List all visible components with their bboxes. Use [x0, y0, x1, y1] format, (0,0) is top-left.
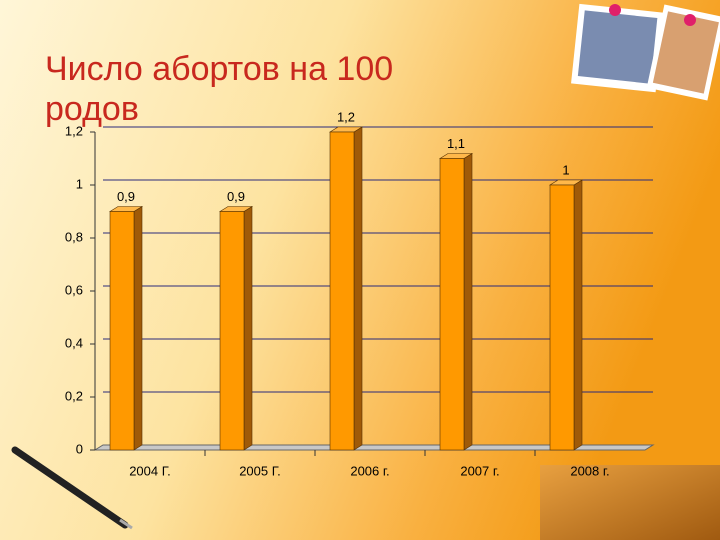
y-tick-label: 0,6 — [65, 282, 83, 297]
y-tick-label: 1,2 — [65, 123, 83, 138]
y-tick-label: 0,2 — [65, 388, 83, 403]
bar — [549, 184, 575, 451]
value-label: 1,1 — [447, 136, 465, 151]
x-tick-label: 2008 г. — [570, 463, 609, 478]
corner-decor — [540, 465, 720, 540]
y-tick-label: 0,8 — [65, 229, 83, 244]
bar — [439, 158, 465, 451]
bar-side — [133, 205, 143, 451]
x-tick-label: 2005 Г. — [239, 463, 281, 478]
bar — [219, 211, 245, 451]
bar-side — [353, 126, 363, 451]
value-label: 0,9 — [117, 189, 135, 204]
bar-side — [573, 179, 583, 451]
pen — [11, 446, 133, 530]
bar — [109, 211, 135, 451]
value-label: 1,2 — [337, 109, 355, 124]
chart-title: Число абортов на 100 родов — [45, 50, 393, 128]
y-tick-label: 1 — [76, 176, 83, 191]
bar — [329, 131, 355, 451]
y-tick-label: 0,4 — [65, 335, 83, 350]
bar-side — [243, 205, 253, 451]
value-label: 1 — [562, 162, 569, 177]
bar-side — [463, 152, 473, 451]
x-tick-label: 2007 г. — [460, 463, 499, 478]
y-tick-label: 0 — [76, 441, 83, 456]
x-tick-label: 2006 г. — [350, 463, 389, 478]
value-label: 0,9 — [227, 189, 245, 204]
x-tick-label: 2004 Г. — [129, 463, 171, 478]
photos — [571, 3, 720, 101]
